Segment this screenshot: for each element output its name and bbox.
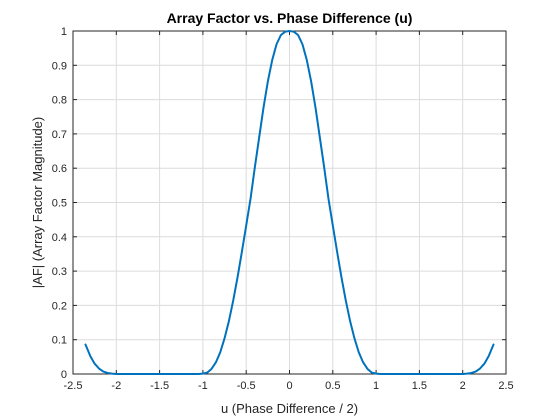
x-tick-label: -2.5 xyxy=(64,380,83,392)
x-tick-label: 1.5 xyxy=(412,380,427,392)
y-axis-label: |AF| (Array Factor Magnitude) xyxy=(30,117,45,288)
x-tick-label: 0 xyxy=(286,380,292,392)
x-tick-labels: -2.5 -2 -1.5 -1 -0.5 0 0.5 1 1.5 2 2.5 xyxy=(64,380,514,392)
y-tick-label: 0.8 xyxy=(52,95,67,107)
x-tick-label: 0.5 xyxy=(325,380,340,392)
y-tick-label: 0.4 xyxy=(52,232,67,244)
y-tick-label: 0.3 xyxy=(52,266,67,278)
x-tick-label: 1 xyxy=(373,380,379,392)
x-tick-label: 2.5 xyxy=(498,380,513,392)
series-layer xyxy=(84,30,495,375)
x-tick-label: -1 xyxy=(198,380,208,392)
x-tick-label: 2 xyxy=(460,380,466,392)
y-tick-label: 0 xyxy=(61,369,67,381)
y-tick-label: 0.1 xyxy=(52,335,67,347)
y-tick-label: 0.6 xyxy=(52,163,67,175)
y-tick-label: 0.9 xyxy=(52,60,67,72)
x-axis-label: u (Phase Difference / 2) xyxy=(221,401,358,416)
y-tick-label: 0.2 xyxy=(52,300,67,312)
y-tick-labels: 0 0.1 0.2 0.3 0.4 0.5 0.6 0.7 0.8 0.9 1 xyxy=(52,26,67,381)
x-tick-label: -2 xyxy=(111,380,121,392)
y-tick-label: 1 xyxy=(61,26,67,38)
y-tick-label: 0.7 xyxy=(52,129,67,141)
x-tick-label: -0.5 xyxy=(237,380,256,392)
series-line xyxy=(84,30,495,375)
x-tick-label: -1.5 xyxy=(150,380,169,392)
y-tick-label: 0.5 xyxy=(52,198,67,210)
chart-title: Array Factor vs. Phase Difference (u) xyxy=(167,10,413,26)
